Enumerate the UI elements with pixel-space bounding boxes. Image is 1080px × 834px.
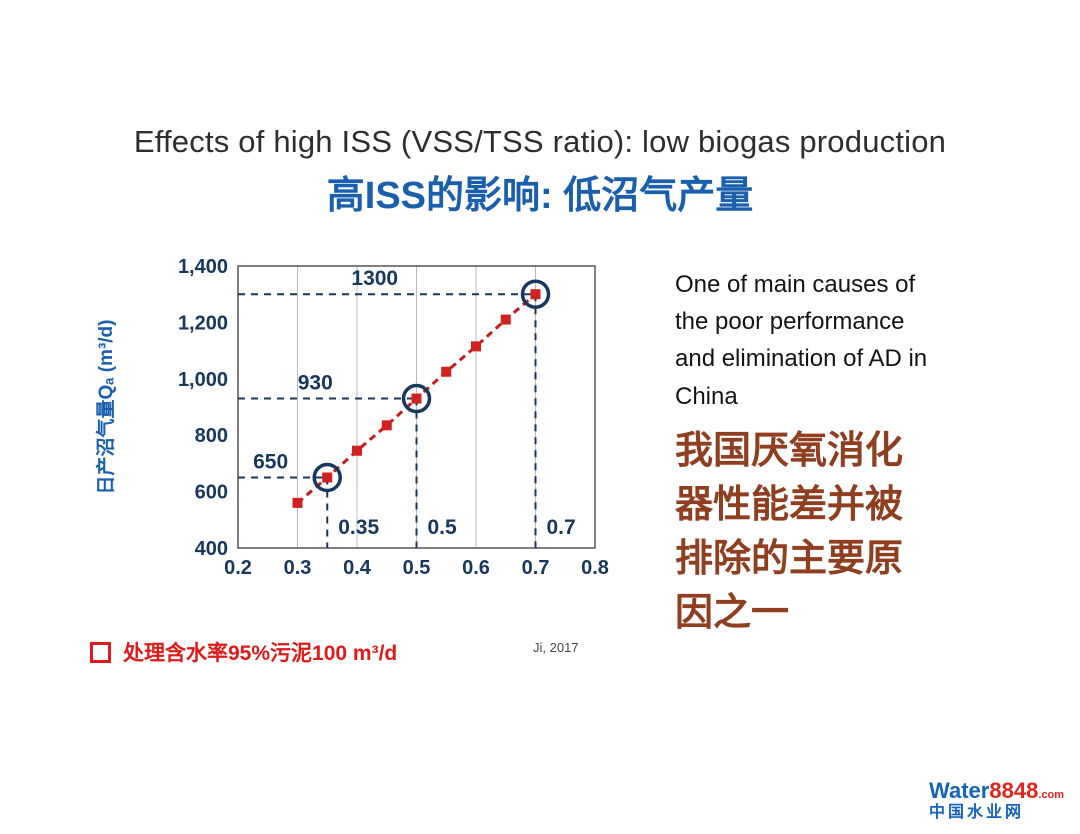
logo-line1: Water8848.com xyxy=(929,779,1064,803)
x-tick-label: 0.5 xyxy=(403,557,431,579)
citation: Ji, 2017 xyxy=(533,640,579,655)
annotation-x-value: 0.5 xyxy=(428,516,458,539)
y-tick-label: 600 xyxy=(195,482,228,504)
english-note: One of main causes of the poor performan… xyxy=(675,271,928,410)
x-tick-label: 0.4 xyxy=(343,557,372,579)
data-point-marker xyxy=(322,472,333,483)
legend-square-icon xyxy=(90,641,111,663)
water8848-logo: Water8848.com 中国水业网 xyxy=(929,779,1064,822)
logo-number: 8848 xyxy=(989,778,1039,804)
data-point-marker xyxy=(411,393,422,404)
annotation-y-value: 930 xyxy=(298,372,333,395)
data-point-marker xyxy=(471,341,481,352)
slide-title: Effects of high ISS (VSS/TSS ratio): low… xyxy=(133,124,947,159)
chart-legend: 处理含水率95%污泥100 m³/d xyxy=(90,637,397,667)
annotation-x-value: 0.35 xyxy=(338,516,379,539)
data-point-marker xyxy=(441,366,452,377)
annotation-y-value: 650 xyxy=(253,451,288,474)
highlight-circle xyxy=(520,279,551,309)
x-tick-label: 0.7 xyxy=(522,557,550,579)
y-tick-label: 800 xyxy=(195,425,228,447)
slide-subtitle-chinese: 高ISS的影响: 低沼气产量 xyxy=(326,175,754,217)
x-tick-label: 0.2 xyxy=(224,557,252,579)
highlight-circle xyxy=(401,383,432,414)
y-tick-label: 1,400 xyxy=(178,256,228,278)
data-point-marker xyxy=(500,314,511,325)
logo-site-name: 中国水业网 xyxy=(929,804,1025,822)
data-point-marker xyxy=(292,497,303,508)
annotation-y-value: 1300 xyxy=(351,267,398,290)
y-tick-label: 1,000 xyxy=(178,369,228,391)
x-tick-label: 0.3 xyxy=(284,557,312,579)
chinese-note: 我国厌氧消化器性能差并被排除的主要原因之一 xyxy=(675,429,904,634)
logo-suffix: .com xyxy=(1038,789,1064,802)
y-tick-label: 1,200 xyxy=(178,312,228,334)
biogas-chart: 400 600 800 1,000 1,200 1,400 0.2 0.3 0.4 0.5 0.6 0… xyxy=(90,248,610,582)
right-text-panel: One of main causes of the poor performan… xyxy=(675,266,975,641)
annotation-x-value: 0.7 xyxy=(547,516,576,539)
x-tick-label: 0.8 xyxy=(581,557,609,579)
legend-label: 处理含水率95%污泥100 m³/d xyxy=(123,642,398,665)
y-tick-label: 400 xyxy=(195,538,228,560)
logo-word: Water xyxy=(929,778,990,804)
data-point-marker xyxy=(381,420,392,431)
x-tick-label: 0.6 xyxy=(462,557,490,579)
data-point-marker xyxy=(352,445,362,456)
y-axis-label: 日产沼气量Qₐ (m³/d) xyxy=(94,320,117,495)
data-point-marker xyxy=(530,289,541,300)
highlight-circle xyxy=(312,462,342,493)
